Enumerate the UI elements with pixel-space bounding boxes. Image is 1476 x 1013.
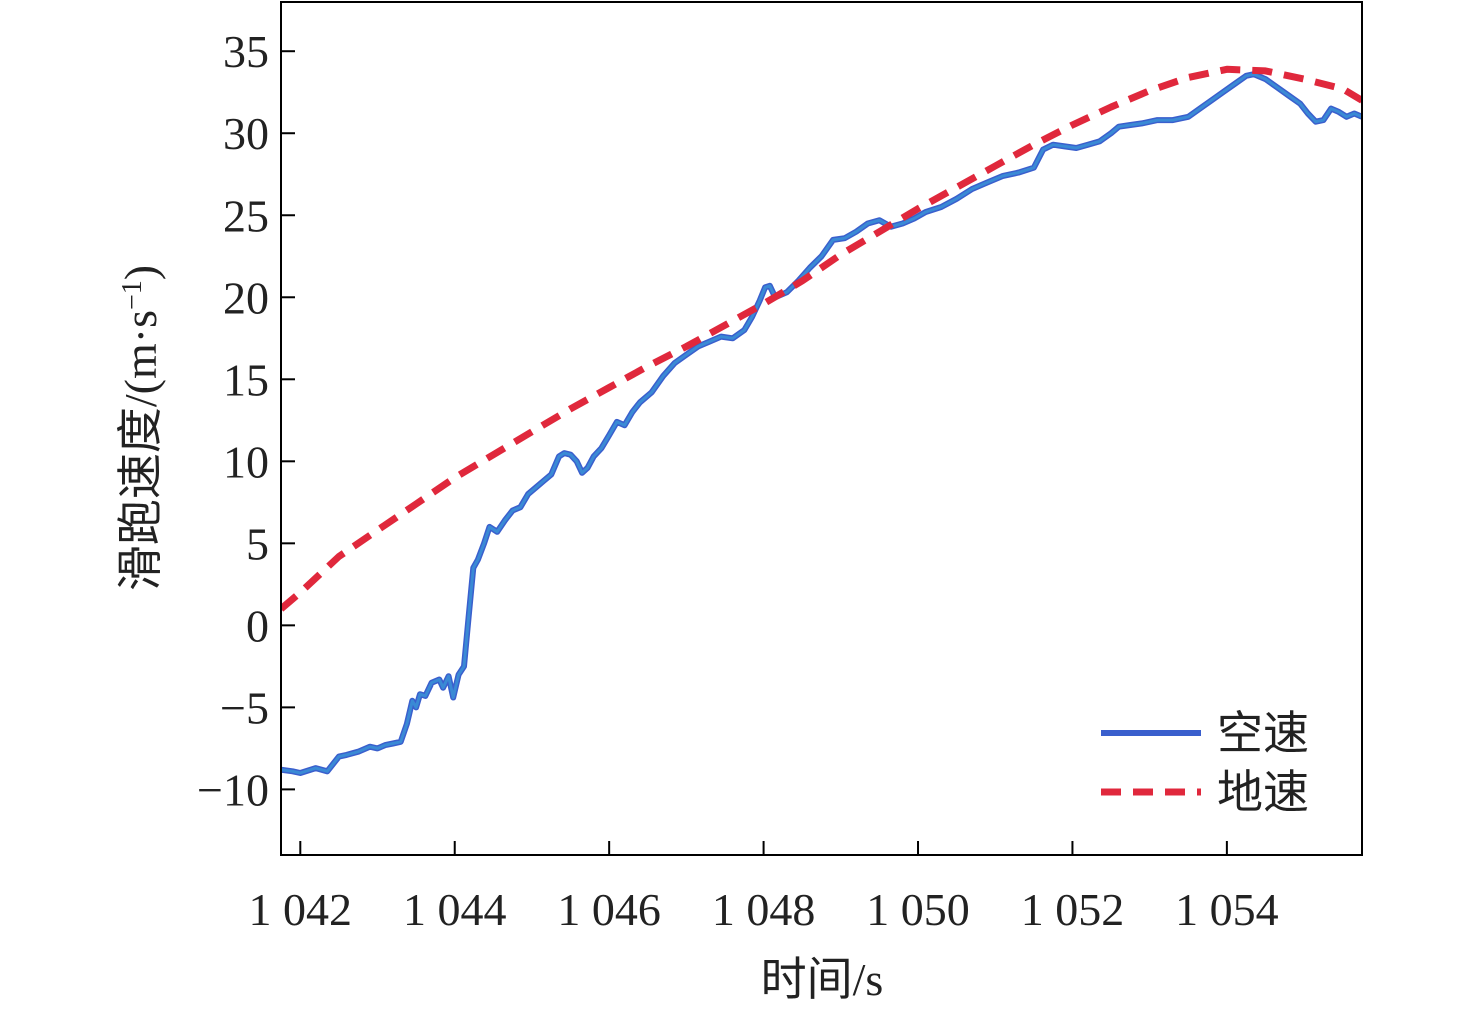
y-axis-title-close: ) <box>115 265 166 280</box>
y-tick-label: 35 <box>223 26 269 77</box>
y-tick-label: 5 <box>246 518 269 569</box>
y-tick-label: 10 <box>223 436 269 487</box>
y-tick-label: 30 <box>223 108 269 159</box>
y-tick-label: 0 <box>246 600 269 651</box>
plot-area <box>281 65 1362 776</box>
y-tick-label: 15 <box>223 354 269 405</box>
x-axis-title: 时间/s <box>761 954 884 1005</box>
series-line-groundspeed <box>281 65 1362 612</box>
y-tick-label: −5 <box>220 682 269 733</box>
y-axis-title-superscript: −1 <box>117 280 148 310</box>
x-tick-label: 1 042 <box>249 884 353 935</box>
series-line-airspeed <box>281 71 1362 776</box>
series-line-airspeed-highlight <box>281 72 1362 775</box>
x-tick-label: 1 054 <box>1175 884 1279 935</box>
x-tick-label: 1 048 <box>712 884 816 935</box>
x-tick-label: 1 052 <box>1021 884 1125 935</box>
y-tick-label: 25 <box>223 190 269 241</box>
y-tick-label: 20 <box>223 272 269 323</box>
legend-label-airspeed: 空速 <box>1217 708 1309 759</box>
x-tick-label: 1 050 <box>866 884 970 935</box>
y-tick-label: −10 <box>197 764 269 815</box>
x-tick-label: 1 046 <box>557 884 661 935</box>
axes-frame <box>280 1 1363 856</box>
y-axis-title: 滑跑速度/(m·s−1) <box>115 265 166 591</box>
legend-label-groundspeed: 地速 <box>1217 767 1309 818</box>
x-tick-label: 1 044 <box>403 884 507 935</box>
axes: −10 −5 0 5 10 15 20 25 30 35 1 042 1 044 1 046 1 048 1… <box>197 1 1363 935</box>
y-axis-title-main: 滑跑速度/(m·s <box>115 310 166 591</box>
